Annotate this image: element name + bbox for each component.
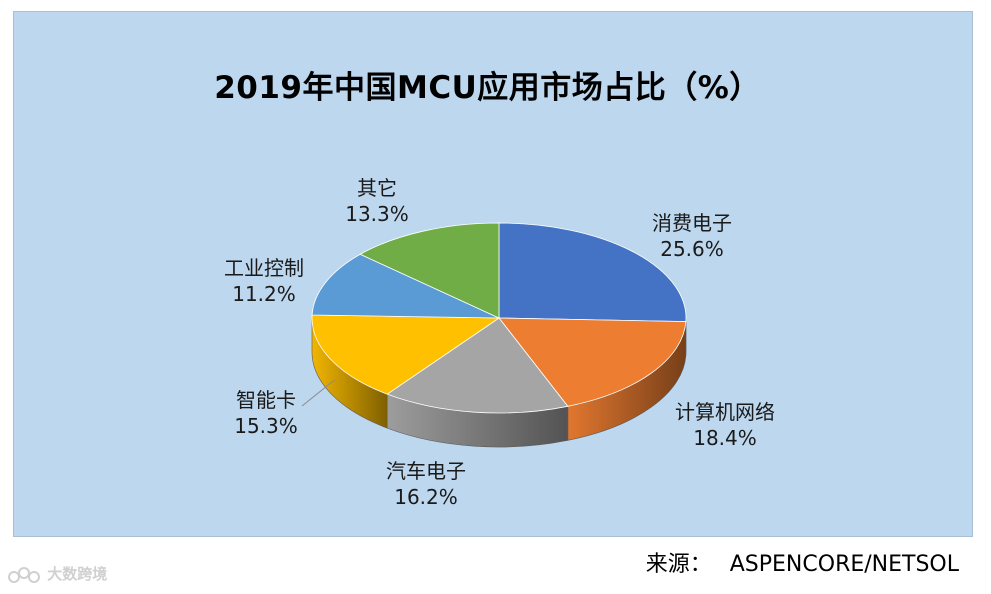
slice-label-value: 15.3% [234, 414, 298, 438]
pie-slice-auto [386, 317, 569, 414]
slice-label-name: 工业控制 [224, 256, 304, 280]
chart-title: 2019年中国MCU应用市场占比（%） [214, 70, 761, 106]
pie-slice-consumer [498, 222, 687, 322]
slice-label-value: 25.6% [660, 237, 724, 261]
watermark: 大数跨境 [8, 563, 107, 584]
slice-label-name: 汽车电子 [386, 459, 466, 483]
slice-label-smartcard: 智能卡 15.3% [196, 387, 336, 439]
pie-slice-other [359, 222, 500, 319]
slice-label-value: 11.2% [232, 282, 296, 306]
slice-label-industrial: 工业控制 11.2% [189, 255, 339, 307]
slice-label-value: 16.2% [394, 485, 458, 509]
slice-label-network: 计算机网络 18.4% [640, 399, 810, 451]
slice-label-value: 13.3% [345, 202, 409, 226]
pie-slice-industrial [311, 253, 500, 319]
source-note: 来源： ASPENCORE/NETSOL [646, 546, 959, 578]
watermark-text: 大数跨境 [47, 565, 108, 583]
slice-label-name: 消费电子 [652, 211, 732, 235]
slice-label-consumer: 消费电子 25.6% [617, 210, 767, 262]
slice-label-name: 智能卡 [236, 388, 296, 412]
slice-label-other: 其它 13.3% [312, 175, 442, 227]
source-prefix: 来源： [645, 552, 712, 577]
slice-label-name: 其它 [357, 176, 397, 200]
slice-label-name: 计算机网络 [675, 400, 775, 424]
slice-label-value: 18.4% [693, 426, 757, 450]
source-text: ASPENCORE/NETSOL [729, 552, 959, 577]
watermark-logo-icon [8, 566, 40, 583]
leader-line-smartcard [301, 379, 335, 407]
pie-slice-smartcard [311, 314, 501, 395]
pie-slice-network [498, 317, 687, 407]
slice-label-auto: 汽车电子 16.2% [351, 458, 501, 510]
